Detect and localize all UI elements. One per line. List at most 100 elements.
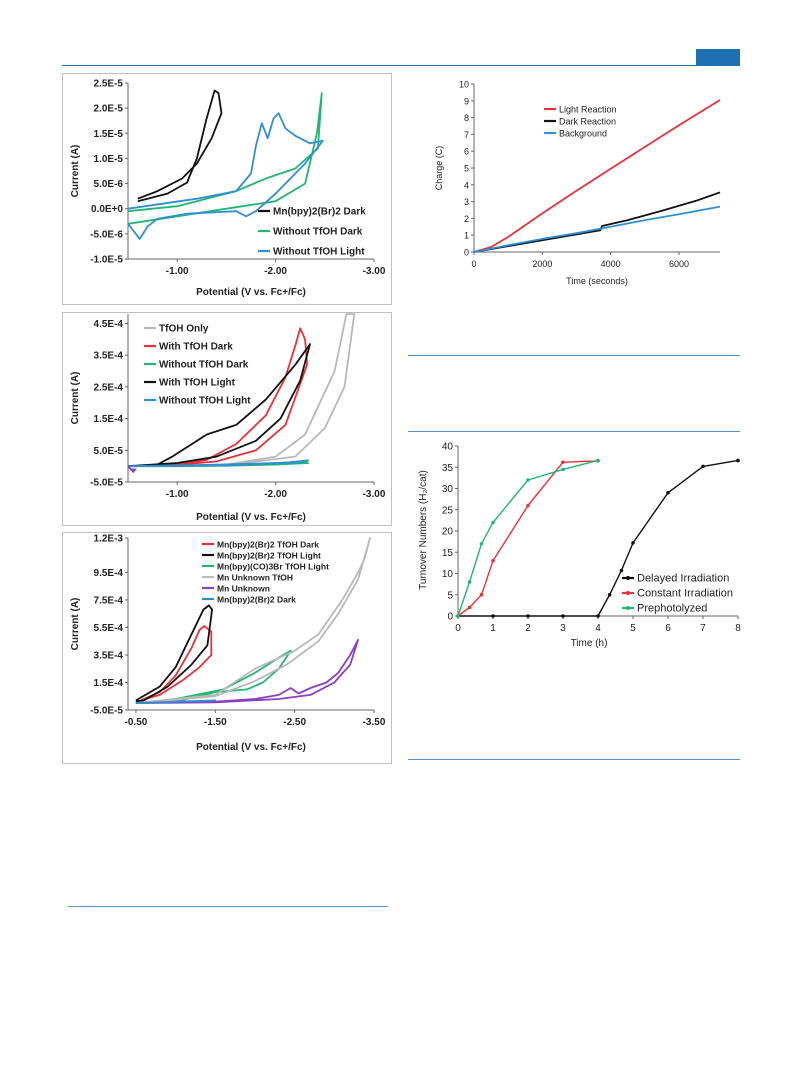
series-without-tfoh-light [127, 112, 324, 240]
axes: 0 1 2 3 4 5 6 7 8 9 10 0 2000 4000 6000 [459, 80, 720, 269]
series-mn-bpy-2-br-2-dark [135, 699, 217, 704]
series-mn-bpy-co-3br-tfoh-light [135, 649, 292, 704]
y-tick-label: 3.5E-4 [94, 650, 124, 661]
axes: -5.0E-5 1.5E-4 3.5E-4 5.5E-4 7.5E-4 9.5E-4 1.2… [90, 534, 386, 729]
series-line [473, 99, 721, 253]
series-line [127, 327, 308, 468]
x-tick-label: -2.50 [283, 717, 306, 728]
axes: -5.0E-5 5.0E-5 1.5E-4 2.5E-4 3.5E-4 4.5E-4 -1.… [90, 314, 386, 500]
x-tick-label: -3.50 [363, 717, 386, 728]
legend: Mn(bpy)2(Br)2 Dark Without TfOH Dark Witho… [258, 207, 366, 258]
y-tick-label: 9.5E-4 [94, 568, 124, 579]
series-mn-bpy-2-br-2-tfoh-dark [135, 625, 213, 704]
x-tick-label: 6000 [669, 259, 689, 269]
divider-rule-1 [408, 355, 740, 356]
x-axis-label: Time (seconds) [566, 276, 628, 286]
y-tick-label: 2.5E-5 [94, 79, 124, 90]
charge-time-chart: 0 1 2 3 4 5 6 7 8 9 10 0 2000 4000 6000 Time (seconds) C… [434, 80, 721, 286]
series-arrow [127, 465, 137, 474]
series-line [135, 625, 213, 704]
x-axis-label: Time (h) [571, 638, 608, 649]
y-tick-label: 9 [464, 96, 469, 106]
series-mn-bpy-2-br-2-dark [137, 89, 223, 203]
series-with-tfoh-light [127, 343, 311, 468]
y-axis-label: Current (A) [70, 145, 81, 198]
legend-label: With TfOH Dark [159, 342, 233, 353]
series-line [473, 205, 721, 253]
y-tick-label: 6 [464, 147, 469, 157]
arrow-head [130, 468, 137, 473]
legend-label: Without TfOH Light [159, 396, 251, 407]
legend-label: Mn(bpy)2(Br)2 TfOH Light [217, 551, 321, 561]
data-point [456, 614, 460, 618]
y-tick-label: -5.0E-6 [90, 229, 123, 240]
legend-label: Without TfOH Dark [273, 227, 363, 238]
legend-marker [626, 576, 630, 580]
x-axis-label: Potential (V vs. Fc+/Fc) [196, 742, 306, 753]
x-tick-label: -1.00 [166, 489, 189, 500]
series-line [457, 459, 599, 617]
series-without-tfoh-light [127, 459, 309, 468]
legend-marker [626, 606, 630, 610]
y-tick-label: 1.2E-3 [94, 534, 124, 545]
legend-label: Mn(bpy)2(Br)2 Dark [217, 595, 296, 605]
x-tick-label: -1.00 [166, 266, 189, 277]
cv-chart-mn-compounds: -5.0E-5 1.5E-4 3.5E-4 5.5E-4 7.5E-4 9.5E-4 1.2… [62, 532, 392, 764]
series-light-reaction [473, 99, 721, 253]
x-tick-label: -0.50 [125, 717, 148, 728]
data-point [701, 464, 705, 469]
y-tick-label: 0 [464, 248, 469, 258]
x-axis-label: Potential (V vs. Fc+/Fc) [196, 287, 306, 298]
x-tick-label: -2.00 [264, 266, 287, 277]
data-point [467, 605, 472, 610]
data-point [491, 614, 495, 618]
y-tick-label: 5.0E-5 [94, 446, 124, 457]
x-tick-label: 4 [595, 623, 601, 634]
x-tick-label: 0 [455, 623, 461, 634]
series-line [127, 465, 135, 474]
data-point [736, 458, 740, 463]
legend-label: Mn Unknown TfOH [217, 573, 293, 583]
data-point [526, 503, 530, 508]
legend-label: Mn(bpy)2(Br)2 Dark [273, 207, 366, 218]
divider-rule-2 [408, 431, 740, 432]
data-point [666, 490, 670, 495]
legend-label: Constant Irradiation [637, 588, 733, 600]
data-point [631, 541, 635, 545]
y-axis-label: Charge (C) [434, 146, 444, 191]
data-point [479, 592, 484, 597]
data-point [526, 478, 530, 482]
y-tick-label: -5.0E-5 [90, 478, 123, 489]
x-tick-label: 0 [471, 259, 476, 269]
x-tick-label: 5 [630, 623, 636, 634]
series-line [127, 313, 356, 468]
cv-chart-tfoh: -5.0E-5 5.0E-5 1.5E-4 2.5E-4 3.5E-4 4.5E-4 -1.… [62, 312, 392, 526]
legend-label: With TfOH Light [159, 378, 236, 389]
y-tick-label: 15 [442, 548, 454, 559]
y-tick-label: 10 [459, 80, 469, 90]
y-tick-label: 1.5E-4 [94, 414, 124, 425]
y-tick-label: 2.5E-4 [94, 382, 124, 393]
y-tick-label: 2.0E-5 [94, 104, 124, 115]
series-dark-reaction [473, 191, 721, 253]
legend-label: Without TfOH Dark [159, 360, 249, 371]
x-tick-label: 7 [700, 623, 706, 634]
data-point [596, 614, 600, 618]
y-tick-label: 25 [442, 505, 454, 516]
turnover-time-chart: 0 5 10 15 20 25 30 35 40 0 1 2 3 4 5 6 7 8 Time (h) Turnove… [418, 442, 741, 650]
chart-frame [62, 532, 392, 764]
x-tick-label: 2000 [532, 259, 552, 269]
y-tick-label: 10 [442, 569, 454, 580]
y-tick-label: 20 [442, 527, 454, 538]
legend-label: Dark Reaction [559, 117, 616, 127]
y-tick-label: 30 [442, 484, 454, 495]
chart-frame [62, 312, 392, 526]
data-point [561, 460, 565, 464]
y-tick-label: 4.5E-4 [94, 319, 124, 330]
x-tick-label: 2 [525, 623, 531, 634]
data-point [526, 614, 530, 618]
y-tick-label: 1 [464, 231, 469, 241]
header-tab [696, 49, 740, 66]
legend: TfOH Only With TfOH Dark Without TfOH Dark… [144, 324, 251, 407]
